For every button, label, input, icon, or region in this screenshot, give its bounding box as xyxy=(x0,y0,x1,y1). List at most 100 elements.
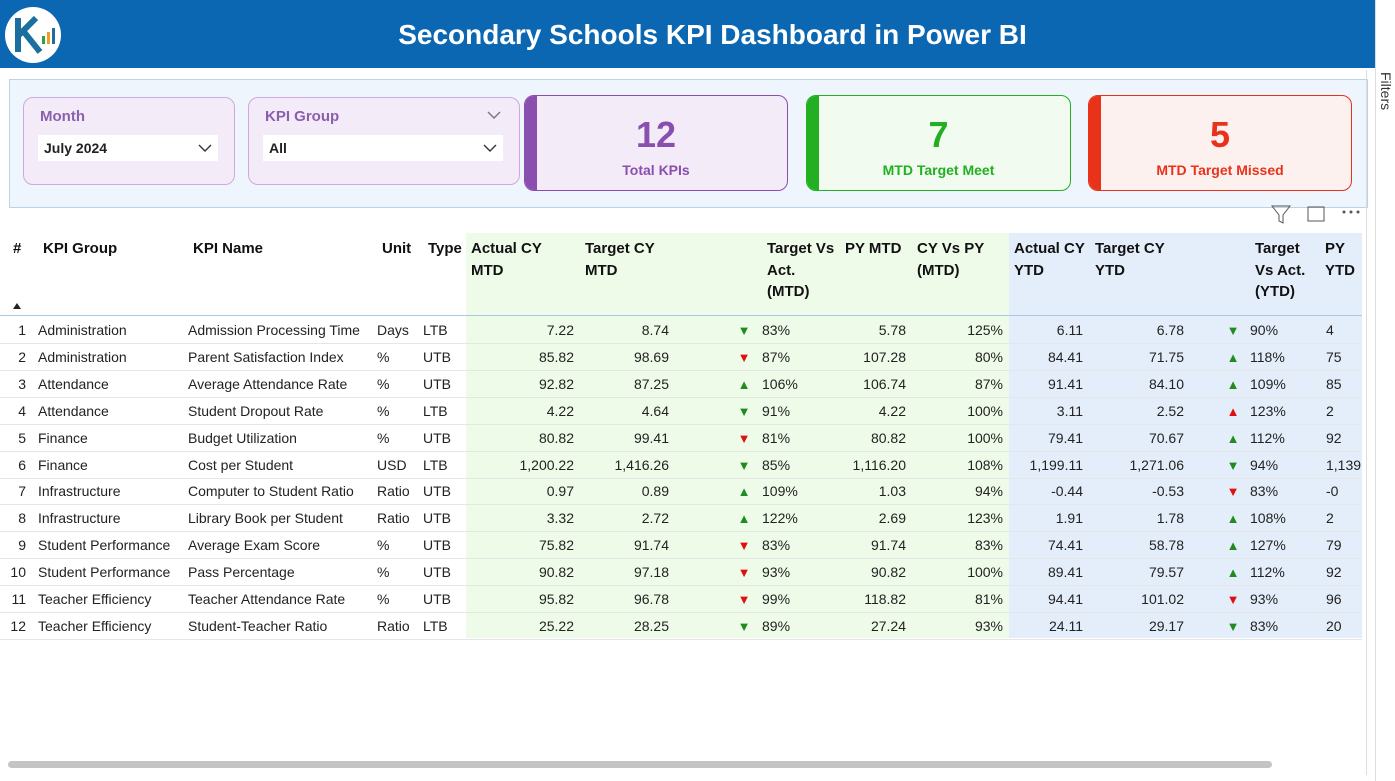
table-cell: 74.41 xyxy=(1047,537,1083,554)
table-cell: 90.82 xyxy=(538,564,574,581)
table-cell: 106% xyxy=(762,375,798,392)
slicer-label: Month xyxy=(40,108,85,125)
table-cell: UTB xyxy=(423,375,451,392)
table-cell: 95.82 xyxy=(538,591,574,607)
status-arrow: ▼ xyxy=(1226,457,1240,473)
row-divider xyxy=(0,612,1362,613)
table-cell: Finance xyxy=(38,429,88,446)
table-cell: 4.22 xyxy=(546,402,574,419)
status-arrow: ▼ xyxy=(1226,592,1240,607)
table-cell: -0.53 xyxy=(1152,483,1184,500)
table-cell: 100% xyxy=(967,564,1003,581)
table-cell: UTB xyxy=(423,564,451,581)
table-cell: Infrastructure xyxy=(38,483,121,500)
table-cell: UTB xyxy=(423,483,451,500)
table-cell: 96 xyxy=(1326,591,1342,607)
filters-pane[interactable]: Filters xyxy=(1375,0,1395,781)
table-cell: Teacher Efficiency xyxy=(38,617,152,634)
table-cell: 122% xyxy=(762,510,798,527)
table-cell: 9 xyxy=(18,537,26,554)
table-cell: 93% xyxy=(1250,591,1279,607)
table-cell: -0 xyxy=(1326,483,1339,500)
table-cell: 93% xyxy=(762,564,791,581)
table-cell: LTB xyxy=(423,617,448,634)
table-cell: 5.78 xyxy=(878,322,906,338)
table-cell: 98.69 xyxy=(633,348,669,365)
table-cell: 94% xyxy=(1250,456,1279,473)
table-cell: 0.89 xyxy=(641,483,669,500)
table-cell: 91% xyxy=(762,402,791,419)
table-cell: 85.82 xyxy=(538,348,574,365)
status-arrow: ▼ xyxy=(737,538,751,554)
sort-indicator[interactable] xyxy=(12,302,22,310)
chevron xyxy=(487,111,501,119)
table-cell: 83% xyxy=(1250,483,1279,500)
table-cell: 80% xyxy=(974,348,1003,365)
table-cell: Pass Percentage xyxy=(188,564,295,581)
status-arrow: ▼ xyxy=(1226,618,1240,634)
table-cell: 1,116.20 xyxy=(852,456,906,473)
table-cell: 2.52 xyxy=(1156,402,1184,419)
table-cell: 100% xyxy=(967,402,1003,419)
column-header: Type xyxy=(428,240,462,257)
table-cell: 109% xyxy=(762,483,798,500)
filters-label[interactable]: Filters xyxy=(1378,72,1394,111)
table-cell: 91.74 xyxy=(870,537,906,554)
kpi-group-slicer[interactable]: KPI Group All xyxy=(248,97,520,185)
table-cell: Computer to Student Ratio xyxy=(188,483,354,500)
status-arrow: ▼ xyxy=(737,457,751,473)
table-cell: 79 xyxy=(1326,537,1342,554)
table-cell: 24.11 xyxy=(1049,617,1083,634)
status-arrow: ▼ xyxy=(1226,323,1240,338)
table-cell: % xyxy=(377,375,390,392)
column-header: # xyxy=(13,240,22,257)
scrollbar[interactable] xyxy=(8,761,1272,768)
focus-icon[interactable] xyxy=(1307,206,1325,222)
filter-icon[interactable] xyxy=(1270,205,1292,224)
table-cell: 109% xyxy=(1250,375,1286,392)
dropdown[interactable]: All xyxy=(263,135,503,161)
card-accent xyxy=(1089,96,1101,190)
row-divider xyxy=(0,638,1362,640)
table-cell: Average Exam Score xyxy=(188,537,321,554)
table-cell: 89.41 xyxy=(1047,564,1083,581)
table-cell: 107.28 xyxy=(863,348,906,365)
status-arrow: ▼ xyxy=(737,565,751,581)
mtd-band xyxy=(466,233,1009,638)
table-cell: 1 xyxy=(18,322,26,338)
row-divider xyxy=(0,343,1362,344)
table-cell: 93% xyxy=(974,617,1003,634)
table-cell: Days xyxy=(377,322,409,338)
table-cell: 1.78 xyxy=(1156,510,1184,527)
table-cell: UTB xyxy=(423,429,451,446)
card-accent xyxy=(525,96,537,190)
table-cell: Student-Teacher Ratio xyxy=(188,617,328,634)
kpi-card: 5 MTD Target Missed xyxy=(1088,95,1352,191)
table-cell: 1.91 xyxy=(1055,510,1083,527)
table-cell: 2.72 xyxy=(641,510,669,527)
card-label: Total KPIs xyxy=(622,162,690,178)
table-cell: % xyxy=(377,537,390,554)
table-cell: 81% xyxy=(974,591,1003,607)
status-arrow: ▲ xyxy=(1226,430,1240,446)
table-cell: 4 xyxy=(1326,322,1334,338)
table-cell: Cost per Student xyxy=(188,456,294,473)
more-icon[interactable] xyxy=(1342,210,1346,214)
status-arrow: ▼ xyxy=(1226,484,1240,500)
table-cell: 89% xyxy=(762,617,791,634)
table-cell: 94.41 xyxy=(1047,591,1083,607)
table-cell: 92.82 xyxy=(538,375,574,392)
table-cell: 1,139 xyxy=(1326,456,1362,473)
column-header: Target Vs Act. (YTD) xyxy=(1255,240,1306,300)
table-cell: Ratio xyxy=(377,510,410,527)
month-slicer[interactable]: Month July 2024 xyxy=(23,97,235,185)
table-cell: UTB xyxy=(423,537,451,554)
table-cell: 79.57 xyxy=(1148,564,1184,581)
status-arrow: ▲ xyxy=(737,484,751,500)
slicer-value: All xyxy=(269,140,287,156)
table-cell: 123% xyxy=(967,510,1003,527)
dropdown[interactable]: July 2024 xyxy=(38,135,218,161)
column-header: Target CY MTD xyxy=(585,240,655,279)
table-cell: LTB xyxy=(423,402,448,419)
table-cell: 125% xyxy=(967,322,1003,338)
